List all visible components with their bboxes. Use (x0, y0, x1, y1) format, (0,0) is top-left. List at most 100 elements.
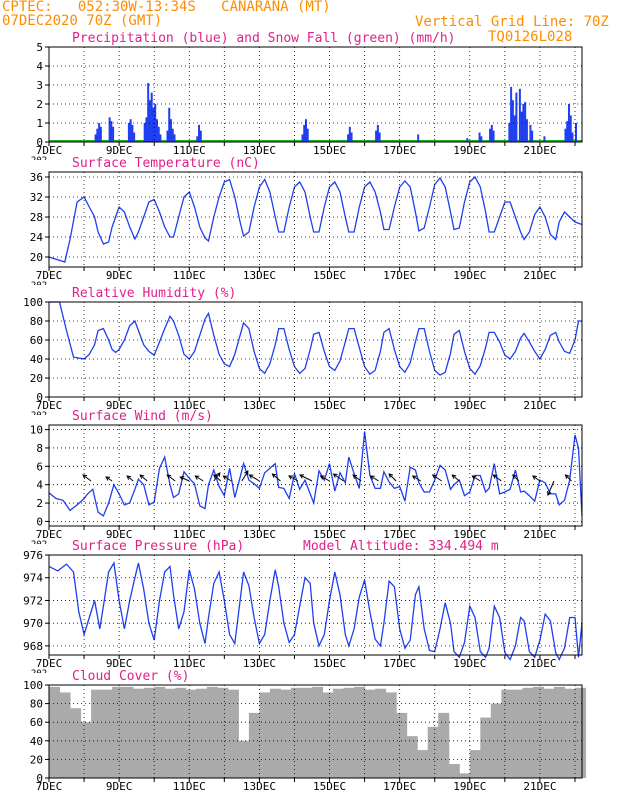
wind-arrow (288, 475, 299, 482)
x-tick-label: 9DEC (106, 269, 133, 282)
wind-arrow (388, 473, 397, 482)
precip-bar (168, 107, 171, 142)
precip-bar (147, 83, 150, 142)
panel-rh (45, 301, 583, 401)
precip-bar (127, 123, 130, 142)
panel-wind (45, 424, 583, 530)
precip-bar (492, 130, 495, 142)
panel-title: Surface Temperature (nC) (72, 156, 260, 171)
cloud-bar (238, 740, 250, 778)
precip-bar (112, 126, 115, 142)
x-tick-label: 11DEC (173, 144, 206, 157)
year-stub-label: 202 (31, 156, 47, 166)
x-tick-label: 13DEC (243, 144, 276, 157)
y-tick-label: 976 (23, 549, 43, 562)
x-tick-label: 21DEC (523, 528, 556, 541)
precip-bar (520, 111, 523, 142)
precip-bar (574, 123, 577, 142)
x-tick-label: 21DEC (523, 144, 556, 157)
wind-arrow (472, 475, 481, 482)
y-tick-label: 80 (30, 698, 43, 711)
panel-title: Relative Humidity (%) (72, 286, 236, 301)
x-tick-label: 11DEC (173, 269, 206, 282)
y-tick-label: 40 (30, 353, 43, 366)
x-tick-label: 21DEC (523, 269, 556, 282)
x-tick-label: 9DEC (106, 780, 133, 793)
precip-bar (513, 115, 516, 142)
precip-bar (529, 124, 532, 142)
wind-arrow-head (411, 475, 417, 480)
wind-arrow (451, 474, 460, 482)
wind-arrow-head (194, 475, 200, 480)
cloud-bar (501, 689, 513, 778)
wind-arrow-head (179, 476, 185, 481)
cloud-bar (154, 686, 166, 778)
precip-bar (199, 130, 202, 142)
precip-bar (152, 107, 155, 142)
wind-arrow-head (213, 474, 218, 479)
x-tick-label: 15DEC (313, 657, 346, 670)
wind-arrow-head (319, 475, 325, 480)
x-tick-label: 19DEC (453, 528, 486, 541)
cloud-bar (185, 689, 197, 778)
header-location: CPTEC: 052:30W-13:34S CANARANA (MT) (2, 0, 331, 15)
x-tick-label: 21DEC (523, 780, 556, 793)
precip-bar (490, 124, 493, 142)
precip-bar (566, 121, 569, 142)
precip-bar (171, 128, 174, 142)
year-stub-label: 202 (31, 540, 47, 550)
cloud-bar (427, 726, 439, 778)
y-tick-label: 100 (23, 296, 43, 309)
wind-arrow-head (105, 476, 111, 481)
y-tick-label: 972 (23, 594, 43, 607)
x-tick-label: 11DEC (173, 780, 206, 793)
precip-bar (154, 104, 157, 142)
cloud-bar (375, 688, 387, 778)
precip-bar (375, 130, 378, 142)
wind-arrow (126, 475, 134, 482)
wind-arrow-head (288, 475, 293, 480)
cloud-bar (448, 764, 460, 778)
year-stub-label: 202 (31, 281, 47, 291)
header-model-code: TQ0126L028 (488, 29, 573, 45)
wind-arrow-head (532, 475, 537, 480)
x-tick-label: 15DEC (313, 144, 346, 157)
cloud-bar (417, 750, 429, 778)
y-tick-label: 20 (30, 372, 43, 385)
precip-bar (145, 117, 148, 142)
precip-bar (510, 86, 513, 142)
cloud-bar (175, 687, 187, 778)
precip-bar (304, 119, 307, 142)
wind-arrow-head (166, 474, 172, 479)
x-tick-label: 15DEC (313, 399, 346, 412)
cloud-bar (49, 686, 61, 778)
model-altitude-label: Model Altitude: 334.494 m (303, 539, 499, 554)
precip-bar (155, 119, 158, 142)
precip-bar (531, 130, 534, 142)
y-tick-label: 60 (30, 334, 43, 347)
precip-bar (518, 88, 521, 142)
plot-area (49, 302, 582, 397)
y-tick-label: 36 (30, 171, 43, 184)
x-tick-label: 15DEC (313, 780, 346, 793)
x-tick-label: 9DEC (106, 657, 133, 670)
x-tick-label: 9DEC (106, 144, 133, 157)
y-tick-label: 970 (23, 617, 43, 630)
wind-arrow-head (332, 473, 338, 478)
plot-frame (48, 684, 583, 779)
precip-bar (515, 92, 518, 142)
cloud-bar (543, 688, 555, 778)
precip-bar (143, 123, 146, 142)
wind-arrow-head (369, 475, 375, 480)
wind-arrow (333, 473, 344, 482)
cloud-bar (101, 689, 113, 778)
y-tick-label: 60 (30, 716, 43, 729)
precip-bar (131, 124, 134, 142)
precip-bar (347, 134, 350, 142)
precip-bar (169, 119, 172, 142)
plot-frame (48, 46, 583, 143)
precip-bar (522, 104, 525, 142)
cloud-bar (311, 686, 324, 778)
plot-frame (48, 554, 583, 656)
precip-bar (159, 134, 162, 142)
